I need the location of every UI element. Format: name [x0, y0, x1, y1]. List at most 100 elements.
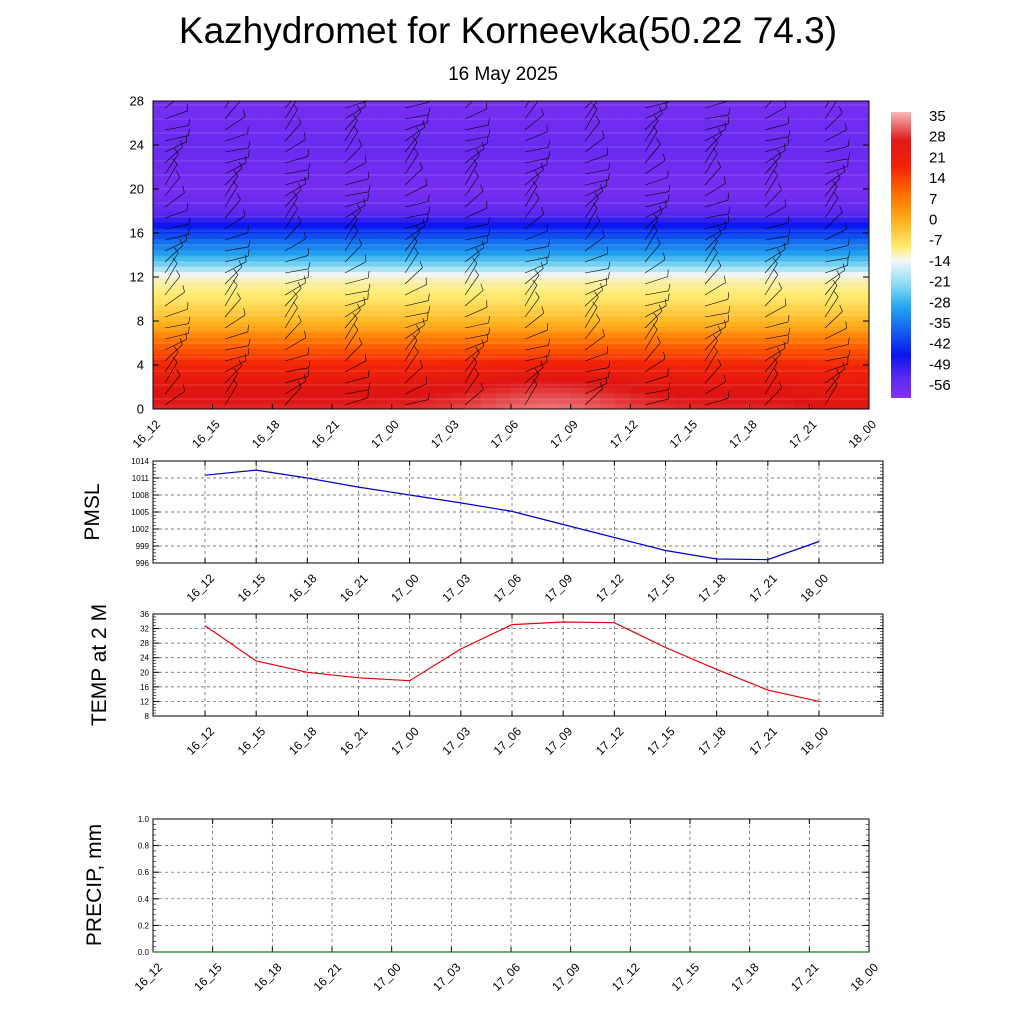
heatmap-cell: [764, 299, 781, 306]
heatmap-cell: [645, 244, 661, 251]
heatmap-cell: [466, 337, 482, 344]
x-tick-label: 17_15: [667, 417, 701, 451]
heatmap-cell: [734, 244, 751, 251]
heatmap-cell: [675, 277, 691, 284]
x-tick-label: 17_21: [746, 724, 780, 758]
heatmap-cell: [451, 200, 467, 207]
wind-barb: [464, 263, 478, 285]
heatmap-cell: [406, 365, 423, 372]
heatmap-cell: [570, 117, 587, 124]
heatmap-cell: [809, 266, 825, 273]
heatmap-cell: [585, 293, 602, 300]
heatmap-cell: [794, 106, 810, 113]
wind-barb-flag: [304, 231, 306, 239]
heatmap-cell: [704, 299, 721, 306]
heatmap-cell: [555, 112, 572, 119]
wind-barb: [284, 208, 298, 230]
wind-barb-flag: [728, 206, 731, 214]
wind-barb-flag: [425, 178, 427, 186]
wind-barb: [644, 276, 668, 285]
heatmap-cell: [451, 403, 467, 409]
heatmap-cell: [182, 172, 199, 179]
heatmap-cell: [182, 282, 199, 289]
heatmap-cell: [675, 398, 691, 405]
heatmap-cell: [481, 354, 497, 361]
heatmap-cell: [167, 260, 184, 267]
heatmap-cell: [555, 260, 572, 267]
heatmap-cell: [540, 183, 557, 190]
heatmap-cell: [182, 403, 199, 409]
heatmap-cell: [317, 194, 333, 201]
heatmap-cell: [167, 365, 184, 372]
heatmap-cell: [645, 145, 661, 152]
heatmap-cell: [182, 150, 199, 157]
heatmap-cell: [839, 398, 855, 405]
wind-barb-flag: [176, 170, 181, 178]
heatmap-cell: [570, 249, 587, 256]
heatmap-cell: [167, 145, 184, 152]
heatmap-cell: [346, 293, 363, 300]
heatmap-cell: [451, 343, 467, 350]
heatmap-cell: [734, 216, 751, 223]
heatmap-cell: [749, 282, 766, 289]
heatmap-cell: [540, 128, 557, 135]
heatmap-cell: [540, 293, 557, 300]
heatmap-cell: [346, 370, 363, 377]
wind-barb: [224, 175, 239, 197]
heatmap-cell: [302, 211, 318, 218]
wind-barb-flag: [298, 182, 302, 190]
heatmap-cell: [555, 128, 572, 135]
heatmap-cell: [421, 112, 438, 119]
heatmap-cell: [287, 216, 303, 223]
x-tick-label: 16_15: [235, 724, 269, 758]
wind-barb: [464, 148, 485, 164]
heatmap-cell: [555, 255, 572, 262]
heatmap-cell: [764, 216, 781, 223]
heatmap-cell: [287, 222, 303, 229]
heatmap-cell: [272, 156, 288, 163]
heatmap-cell: [704, 161, 721, 168]
heatmap-cell: [346, 222, 363, 229]
heatmap-cell: [824, 233, 840, 240]
heatmap-cell: [511, 211, 527, 218]
heatmap-cell: [660, 354, 676, 361]
wind-barb-flag: [595, 115, 600, 123]
heatmap-cell: [854, 233, 869, 240]
heatmap-cell: [824, 106, 840, 113]
wind-barb: [644, 219, 659, 241]
wind-barb-flag: [540, 261, 544, 269]
heatmap-cell: [704, 387, 721, 394]
wind-barb: [704, 183, 726, 197]
heatmap-cell: [854, 216, 869, 223]
heatmap-cell: [764, 123, 781, 130]
heatmap-cell: [167, 194, 184, 201]
heatmap-cell: [391, 282, 408, 289]
heatmap-cell: [167, 161, 184, 168]
heatmap-cell: [153, 403, 169, 409]
heatmap-cell: [182, 326, 199, 333]
heatmap-cell: [570, 200, 587, 207]
heatmap-cell: [466, 161, 482, 168]
heatmap-cell: [525, 150, 542, 157]
heatmap-cell: [511, 337, 527, 344]
heatmap-cell: [794, 183, 810, 190]
heatmap-cell: [511, 403, 527, 409]
heatmap-cell: [645, 326, 661, 333]
heatmap-cell: [466, 332, 482, 339]
wind-barb: [284, 169, 309, 175]
heatmap-cell: [540, 134, 557, 141]
heatmap-cell: [675, 123, 691, 130]
heatmap-cell: [511, 233, 527, 240]
heatmap-cell: [645, 260, 661, 267]
wind-barb: [644, 329, 658, 351]
heatmap-cell: [794, 321, 810, 328]
heatmap-cell: [600, 266, 617, 273]
heatmap-cell: [600, 211, 617, 218]
heatmap-cell: [615, 326, 631, 333]
heatmap-cell: [153, 123, 169, 130]
heatmap-cell: [257, 337, 273, 344]
heatmap-cell: [466, 277, 482, 284]
heatmap-cell: [451, 315, 467, 322]
heatmap-cell: [839, 326, 855, 333]
heatmap-cell: [212, 392, 229, 399]
